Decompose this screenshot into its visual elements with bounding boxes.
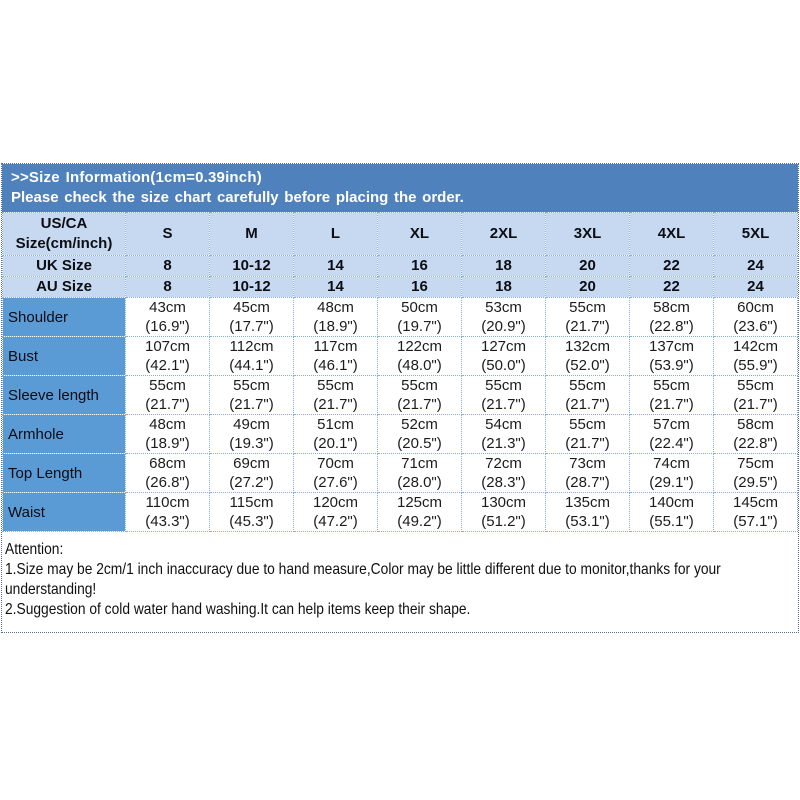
au-size-cell: 16 <box>377 276 462 298</box>
banner-subtitle: Please check the size chart carefully be… <box>11 189 464 206</box>
attention-note: Attention: 1.Size may be 2cm/1 inch inac… <box>2 532 798 632</box>
size-column-header: 4XL <box>629 212 714 256</box>
measurement-cell: 57cm (22.4") <box>629 414 714 454</box>
measurement-cell: 55cm (21.7") <box>629 375 714 415</box>
au-size-cell: 14 <box>293 276 378 298</box>
au-size-cell: 10-12 <box>209 276 294 298</box>
uk-size-cell: 10-12 <box>209 255 294 277</box>
measurement-cell: 70cm (27.6") <box>293 453 378 493</box>
uk-size-cell: 22 <box>629 255 714 277</box>
measurement-cell: 125cm (49.2") <box>377 492 462 532</box>
uk-size-row-label: UK Size <box>2 255 126 277</box>
measurement-cell: 55cm (21.7") <box>545 297 630 337</box>
measurement-row-label: Top Length <box>2 453 126 493</box>
measurement-cell: 122cm (48.0") <box>377 336 462 376</box>
measurement-cell: 43cm (16.9") <box>125 297 210 337</box>
size-column-header: XL <box>377 212 462 256</box>
size-column-header: 2XL <box>461 212 546 256</box>
attention-line-1: 1.Size may be 2cm/1 inch inaccuracy due … <box>5 561 721 598</box>
measurement-cell: 55cm (21.7") <box>461 375 546 415</box>
au-size-cell: 24 <box>713 276 798 298</box>
size-column-header: 5XL <box>713 212 798 256</box>
measurement-cell: 75cm (29.5") <box>713 453 798 493</box>
measurement-cell: 48cm (18.9") <box>125 414 210 454</box>
size-column-header: 3XL <box>545 212 630 256</box>
measurement-cell: 71cm (28.0") <box>377 453 462 493</box>
attention-line-2: 2.Suggestion of cold water hand washing.… <box>5 601 471 618</box>
measurement-cell: 117cm (46.1") <box>293 336 378 376</box>
measurement-cell: 50cm (19.7") <box>377 297 462 337</box>
table-corner-header: US/CA Size(cm/inch) <box>2 212 126 256</box>
measurement-cell: 55cm (21.7") <box>209 375 294 415</box>
measurement-cell: 58cm (22.8") <box>629 297 714 337</box>
uk-size-cell: 20 <box>545 255 630 277</box>
measurement-cell: 74cm (29.1") <box>629 453 714 493</box>
measurement-row-label: Armhole <box>2 414 126 454</box>
measurement-cell: 110cm (43.3") <box>125 492 210 532</box>
measurement-cell: 54cm (21.3") <box>461 414 546 454</box>
measurement-cell: 120cm (47.2") <box>293 492 378 532</box>
uk-size-cell: 16 <box>377 255 462 277</box>
attention-heading: Attention: <box>5 541 64 558</box>
measurement-cell: 130cm (51.2") <box>461 492 546 532</box>
measurement-cell: 55cm (21.7") <box>293 375 378 415</box>
measurement-cell: 51cm (20.1") <box>293 414 378 454</box>
measurement-cell: 58cm (22.8") <box>713 414 798 454</box>
measurement-cell: 135cm (53.1") <box>545 492 630 532</box>
measurement-cell: 145cm (57.1") <box>713 492 798 532</box>
measurement-cell: 52cm (20.5") <box>377 414 462 454</box>
size-chart-content: >>Size Information(1cm=0.39inch) Please … <box>1 163 799 633</box>
measurement-cell: 53cm (20.9") <box>461 297 546 337</box>
measurement-cell: 112cm (44.1") <box>209 336 294 376</box>
measurement-cell: 45cm (17.7") <box>209 297 294 337</box>
measurement-cell: 132cm (52.0") <box>545 336 630 376</box>
measurement-cell: 73cm (28.7") <box>545 453 630 493</box>
au-size-cell: 18 <box>461 276 546 298</box>
measurement-cell: 140cm (55.1") <box>629 492 714 532</box>
au-size-cell: 8 <box>125 276 210 298</box>
measurement-cell: 72cm (28.3") <box>461 453 546 493</box>
au-size-cell: 20 <box>545 276 630 298</box>
measurement-cell: 55cm (21.7") <box>713 375 798 415</box>
measurement-cell: 55cm (21.7") <box>545 414 630 454</box>
measurement-cell: 142cm (55.9") <box>713 336 798 376</box>
measurement-cell: 107cm (42.1") <box>125 336 210 376</box>
measurement-cell: 137cm (53.9") <box>629 336 714 376</box>
au-size-cell: 22 <box>629 276 714 298</box>
banner-title: >>Size Information(1cm=0.39inch) <box>11 169 262 186</box>
measurement-row-label: Bust <box>2 336 126 376</box>
uk-size-cell: 24 <box>713 255 798 277</box>
measurement-row-label: Shoulder <box>2 297 126 337</box>
attention-text: Attention: 1.Size may be 2cm/1 inch inac… <box>5 540 798 620</box>
measurement-cell: 68cm (26.8") <box>125 453 210 493</box>
au-size-row-label: AU Size <box>2 276 126 298</box>
size-info-banner: >>Size Information(1cm=0.39inch) Please … <box>2 164 798 212</box>
measurement-cell: 69cm (27.2") <box>209 453 294 493</box>
size-column-header: M <box>209 212 294 256</box>
size-table: US/CA Size(cm/inch) S M L XL 2XL 3XL 4XL 5XL UK Si… <box>2 212 798 532</box>
uk-size-cell: 18 <box>461 255 546 277</box>
measurement-cell: 60cm (23.6") <box>713 297 798 337</box>
measurement-cell: 115cm (45.3") <box>209 492 294 532</box>
measurement-cell: 49cm (19.3") <box>209 414 294 454</box>
measurement-row-label: Sleeve length <box>2 375 126 415</box>
size-column-header: S <box>125 212 210 256</box>
measurement-cell: 48cm (18.9") <box>293 297 378 337</box>
measurement-cell: 55cm (21.7") <box>377 375 462 415</box>
uk-size-cell: 14 <box>293 255 378 277</box>
measurement-row-label: Waist <box>2 492 126 532</box>
measurement-cell: 127cm (50.0") <box>461 336 546 376</box>
measurement-cell: 55cm (21.7") <box>545 375 630 415</box>
uk-size-cell: 8 <box>125 255 210 277</box>
size-column-header: L <box>293 212 378 256</box>
measurement-cell: 55cm (21.7") <box>125 375 210 415</box>
